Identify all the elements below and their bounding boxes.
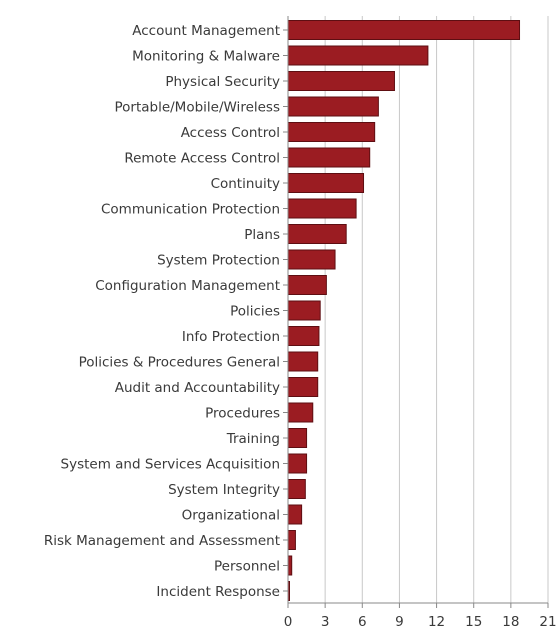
bar [287, 71, 395, 91]
bar [287, 326, 320, 346]
bar [287, 275, 327, 295]
category-label: Policies & Procedures General [79, 355, 280, 371]
bar [287, 300, 321, 321]
category-label: System Integrity [168, 482, 280, 498]
x-tick-label: 18 [502, 614, 519, 630]
category-label: Physical Security [165, 74, 280, 90]
category-labels: Account Management Monitoring & Malware Ph… [44, 23, 280, 600]
bar [287, 198, 357, 219]
category-label: System Protection [157, 253, 280, 269]
category-label: Account Management [132, 23, 280, 39]
category-label: Policies [230, 304, 280, 320]
bar [287, 402, 314, 423]
category-label: Configuration Management [95, 278, 280, 294]
bar [287, 122, 376, 142]
category-label: Access Control [181, 125, 280, 141]
bar [287, 504, 303, 525]
category-label: Monitoring & Malware [132, 49, 280, 65]
x-tick-label: 3 [321, 614, 330, 630]
category-label: Portable/Mobile/Wireless [114, 100, 280, 116]
bar [287, 479, 306, 499]
bar [287, 453, 308, 474]
bar [287, 249, 336, 270]
bar [287, 351, 319, 372]
category-label: Incident Response [156, 584, 280, 600]
x-tick-label: 12 [428, 614, 445, 630]
category-label: Audit and Accountability [115, 380, 280, 396]
x-tick-label: 15 [465, 614, 482, 630]
bar [287, 45, 429, 66]
category-label: Risk Management and Assessment [44, 533, 280, 549]
bar [287, 20, 521, 40]
x-tick-label: 21 [539, 614, 556, 630]
bar [287, 428, 308, 448]
category-label: Personnel [214, 559, 280, 575]
category-label: Procedures [205, 406, 280, 422]
category-label: Organizational [182, 508, 280, 524]
bar [287, 96, 379, 117]
category-label: Training [226, 431, 280, 447]
bar [287, 147, 371, 168]
bar [287, 530, 296, 550]
category-label: Remote Access Control [124, 151, 280, 167]
bar [287, 173, 365, 193]
category-label: Plans [244, 227, 280, 243]
bars [287, 20, 521, 601]
bar [287, 555, 293, 576]
bar [287, 377, 319, 397]
category-label: Communication Protection [101, 202, 280, 218]
x-tick-label: 0 [284, 614, 293, 630]
category-label: System and Services Acquisition [61, 457, 280, 473]
bar [287, 224, 347, 244]
axes [283, 16, 549, 608]
category-label: Info Protection [182, 329, 280, 345]
x-tick-labels: 0 3 6 9 12 15 18 21 [284, 614, 556, 630]
x-tick-label: 9 [395, 614, 404, 630]
category-label: Continuity [211, 176, 280, 192]
x-tick-label: 6 [358, 614, 367, 630]
